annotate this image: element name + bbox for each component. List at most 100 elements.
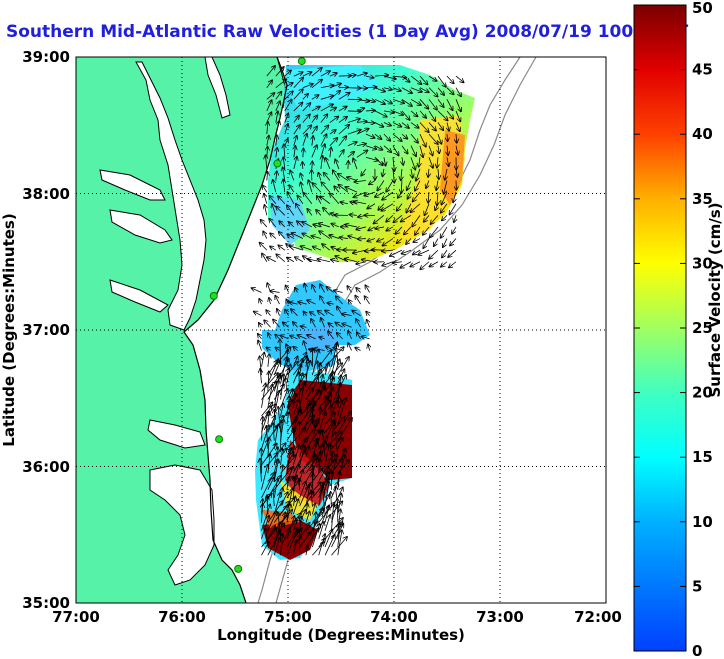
velocity-arrow xyxy=(348,236,358,239)
velocity-arrow xyxy=(357,332,361,340)
velocity-arrow xyxy=(365,87,377,88)
velocity-arrow xyxy=(286,528,298,548)
velocity-arrow xyxy=(311,145,317,158)
velocity-arrow xyxy=(428,168,429,177)
velocity-arrow xyxy=(419,99,428,109)
velocity-arrow xyxy=(254,311,262,317)
velocity-arrow xyxy=(365,156,378,160)
velocity-arrow xyxy=(393,262,403,263)
velocity-arrow xyxy=(354,201,366,203)
velocity-arrow xyxy=(330,193,340,205)
velocity-arrow xyxy=(410,75,422,84)
velocity-arrow xyxy=(430,226,439,238)
colorbar-tick: 25 xyxy=(692,319,713,337)
velocity-arrow xyxy=(320,125,329,135)
velocity-arrow xyxy=(365,285,370,293)
velocity-arrow xyxy=(305,389,319,409)
velocity-arrow xyxy=(322,244,331,251)
velocity-arrow xyxy=(407,180,412,191)
velocity-arrow xyxy=(347,111,361,112)
velocity-arrow xyxy=(273,493,280,515)
velocity-arrow xyxy=(285,139,288,146)
velocity-arrow xyxy=(297,196,304,204)
velocity-arrow xyxy=(447,157,449,166)
velocity-arrow xyxy=(338,125,349,135)
velocity-arrow xyxy=(455,122,460,132)
velocity-arrow xyxy=(295,288,298,293)
velocity-arrow xyxy=(382,250,393,251)
velocity-arrow xyxy=(267,415,275,433)
velocity-arrow xyxy=(273,391,279,417)
velocity-arrow xyxy=(268,437,269,457)
velocity-arrow xyxy=(383,133,390,141)
velocity-arrow xyxy=(444,180,448,194)
velocity-arrow xyxy=(267,511,277,531)
velocity-arrow xyxy=(263,185,268,193)
velocity-arrow xyxy=(401,87,412,94)
velocity-arrow xyxy=(449,203,457,215)
velocity-arrow xyxy=(329,235,340,239)
velocity-arrow xyxy=(284,91,293,100)
velocity-arrow xyxy=(305,361,311,376)
velocity-arrow xyxy=(320,114,328,123)
velocity-arrow xyxy=(267,426,277,441)
velocity-arrow xyxy=(273,423,274,441)
velocity-arrow xyxy=(311,107,320,112)
velocity-arrow xyxy=(292,517,299,531)
grid xyxy=(76,57,606,603)
velocity-arrow xyxy=(329,108,336,111)
velocity-arrow xyxy=(292,450,305,474)
velocity-arrow xyxy=(289,185,295,193)
velocity-arrow xyxy=(410,122,419,128)
velocity-arrow xyxy=(321,318,325,328)
velocity-arrow xyxy=(393,215,403,222)
colorbar: 0 5 10 15 20 25 30 35 40 45 50 Surface Velocity (c… xyxy=(633,0,724,659)
velocity-arrow xyxy=(397,238,403,244)
velocity-arrow xyxy=(311,524,319,548)
velocity-arrow xyxy=(281,449,283,466)
velocity-arrow xyxy=(397,203,403,211)
velocity-arrow xyxy=(292,356,297,368)
velocity-arrow xyxy=(293,125,300,135)
velocity-arrow xyxy=(262,504,263,523)
colorbar-label: Surface Velocity (cm/s) xyxy=(706,202,724,397)
velocity-arrow xyxy=(273,447,278,466)
velocity-arrow xyxy=(348,331,352,340)
velocity-arrow xyxy=(356,108,365,111)
velocity-arrow xyxy=(392,110,403,115)
velocity-arrow xyxy=(356,227,367,229)
velocity-arrow xyxy=(337,494,342,515)
velocity-arrow xyxy=(284,144,285,158)
velocity-arrow xyxy=(267,360,278,376)
velocity-arrow xyxy=(406,203,412,213)
velocity-arrow xyxy=(384,157,386,165)
velocity-arrow xyxy=(392,133,402,141)
velocity-arrow xyxy=(273,490,274,507)
velocity-arrow xyxy=(281,404,284,417)
velocity-arrow xyxy=(293,322,298,328)
velocity-arrow xyxy=(302,72,312,77)
velocity-arrow xyxy=(307,300,316,305)
velocity-arrow xyxy=(263,231,268,239)
velocity-arrow xyxy=(261,402,273,417)
velocity-arrow xyxy=(446,87,454,95)
velocity-arrow xyxy=(312,473,313,490)
velocity-arrow xyxy=(367,320,370,328)
velocity-arrow xyxy=(318,375,323,392)
velocity-arrow xyxy=(293,115,299,123)
velocity-arrow xyxy=(275,101,280,112)
velocity-arrow xyxy=(281,488,283,498)
velocity-arrow xyxy=(353,158,358,170)
velocity-arrow xyxy=(361,336,370,339)
velocity-arrow xyxy=(356,129,369,135)
velocity-arrow xyxy=(450,238,457,246)
velocity-arrow xyxy=(293,394,296,408)
velocity-arrow xyxy=(338,136,346,146)
velocity-arrow xyxy=(298,302,307,304)
velocity-arrow xyxy=(300,326,307,327)
y-axis: 39:00 38:00 37:00 36:00 35:00 Latitude (… xyxy=(0,48,70,612)
velocity-arrow xyxy=(283,322,289,328)
velocity-arrow xyxy=(321,182,331,193)
velocity-arrow xyxy=(331,492,332,507)
velocity-arrow xyxy=(283,179,285,193)
